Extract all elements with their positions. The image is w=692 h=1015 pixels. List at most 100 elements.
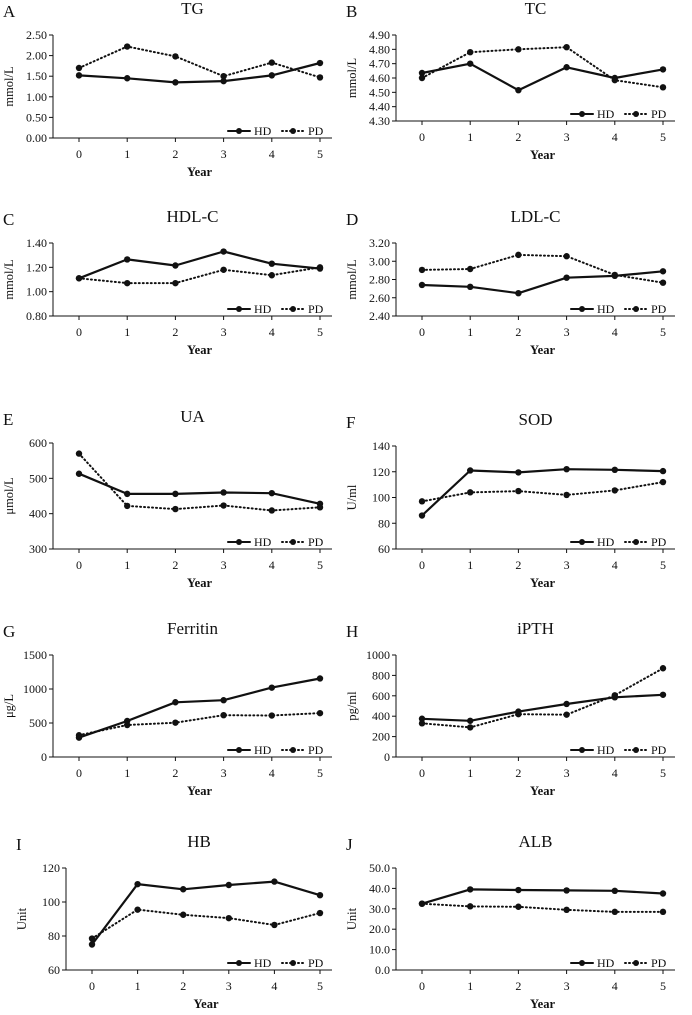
panel-label: J <box>346 835 353 854</box>
legend-marker-hd <box>579 306 585 312</box>
legend-marker-pd <box>633 539 639 545</box>
x-tick-label: 1 <box>467 766 473 780</box>
x-tick-label: 5 <box>317 558 323 572</box>
x-tick-label: 1 <box>124 325 130 339</box>
panel-label: I <box>16 835 22 854</box>
data-point-pd <box>172 505 179 513</box>
data-point-hd <box>611 466 618 474</box>
y-tick-label: 100 <box>372 491 390 505</box>
data-point-pd <box>563 253 570 260</box>
data-point-pd <box>467 903 474 910</box>
x-tick-label: 4 <box>612 558 618 572</box>
series-line-pd <box>78 712 321 737</box>
x-tick-label: 0 <box>89 979 95 993</box>
x-tick-label: 0 <box>76 325 82 339</box>
x-axis-label: Year <box>194 997 219 1011</box>
data-point-pd <box>75 732 83 739</box>
data-point-pd <box>515 903 522 910</box>
series-line-pd <box>421 253 664 284</box>
data-point-pd <box>271 921 278 929</box>
data-point-hd <box>316 892 324 899</box>
data-point-hd <box>268 72 275 79</box>
data-point-hd <box>172 490 179 498</box>
x-tick-label: 1 <box>467 325 473 339</box>
x-tick-label: 3 <box>226 979 232 993</box>
x-tick-label: 2 <box>515 979 521 993</box>
chart-panel-a: A TG 0.00 0.50 1.00 1.50 2.00 2.50 0 1 2 3 4 5 Year mmo… <box>2 0 332 179</box>
panel-label: C <box>3 210 14 229</box>
chart-title: iPTH <box>517 619 554 638</box>
data-point-hd <box>467 717 474 724</box>
data-point-hd <box>268 684 275 691</box>
x-tick-label: 1 <box>467 979 473 993</box>
y-tick-label: 0 <box>384 750 390 764</box>
data-point-hd <box>88 941 96 948</box>
panel-label: E <box>3 410 13 429</box>
x-tick-label: 0 <box>419 130 425 144</box>
y-tick-label: 1.00 <box>26 90 47 104</box>
series-line-hd <box>420 468 665 517</box>
data-point-pd <box>220 73 227 80</box>
data-point-pd <box>659 908 667 916</box>
series-line-hd <box>420 888 665 905</box>
x-tick-label: 5 <box>660 325 666 339</box>
data-point-pd <box>75 275 83 282</box>
y-tick-label: 1000 <box>23 682 47 696</box>
x-tick-label: 1 <box>467 558 473 572</box>
x-tick-label: 2 <box>172 558 178 572</box>
x-tick-label: 5 <box>317 325 323 339</box>
chart-title: HDL-C <box>167 207 219 226</box>
x-tick-label: 5 <box>317 766 323 780</box>
data-point-hd <box>467 886 474 893</box>
y-axis-label: Unit <box>15 907 29 930</box>
data-point-pd <box>659 665 667 672</box>
series-line-hd <box>420 270 665 295</box>
x-tick-label: 4 <box>612 325 618 339</box>
chart-title: UA <box>180 407 205 426</box>
y-tick-label: 300 <box>29 542 47 556</box>
legend-marker-pd <box>290 747 296 753</box>
data-point-pd <box>611 76 618 84</box>
series-line-hd <box>420 693 665 722</box>
data-point-hd <box>75 470 83 477</box>
data-point-pd <box>418 900 426 907</box>
legend-label-hd: HD <box>597 107 615 121</box>
y-tick-label: 140 <box>372 439 390 453</box>
data-point-hd <box>563 274 570 281</box>
x-tick-label: 4 <box>271 979 277 993</box>
data-point-pd <box>418 720 426 727</box>
legend-label-pd: PD <box>308 124 324 138</box>
y-axis-label: Unit <box>345 907 359 930</box>
data-point-pd <box>515 46 522 53</box>
y-tick-label: 4.80 <box>369 42 390 56</box>
panel-label: F <box>346 413 355 432</box>
legend-marker-pd <box>290 306 296 312</box>
x-tick-label: 1 <box>124 147 130 161</box>
x-tick-label: 2 <box>515 325 521 339</box>
y-tick-label: 4.30 <box>369 114 390 128</box>
legend-marker-pd <box>290 539 296 545</box>
data-point-pd <box>659 478 667 486</box>
legend-label-hd: HD <box>254 743 272 757</box>
data-point-pd <box>515 487 522 495</box>
panel-label: H <box>346 622 358 641</box>
data-point-hd <box>418 512 426 519</box>
y-tick-label: 4.60 <box>369 71 390 85</box>
x-tick-label: 2 <box>172 325 178 339</box>
data-point-hd <box>515 86 522 94</box>
legend-marker-hd <box>236 539 242 545</box>
series-line-hd <box>420 62 665 92</box>
data-point-hd <box>124 490 131 498</box>
data-point-pd <box>172 279 179 287</box>
y-tick-label: 60 <box>48 963 60 977</box>
y-tick-label: 600 <box>372 689 390 703</box>
legend-marker-pd <box>633 960 639 966</box>
x-tick-label: 3 <box>221 558 227 572</box>
legend-marker-pd <box>633 747 639 753</box>
data-point-pd <box>268 712 275 719</box>
y-axis-label: μg/L <box>2 694 16 718</box>
x-tick-label: 3 <box>564 766 570 780</box>
data-point-hd <box>515 289 522 297</box>
data-point-pd <box>172 719 179 726</box>
